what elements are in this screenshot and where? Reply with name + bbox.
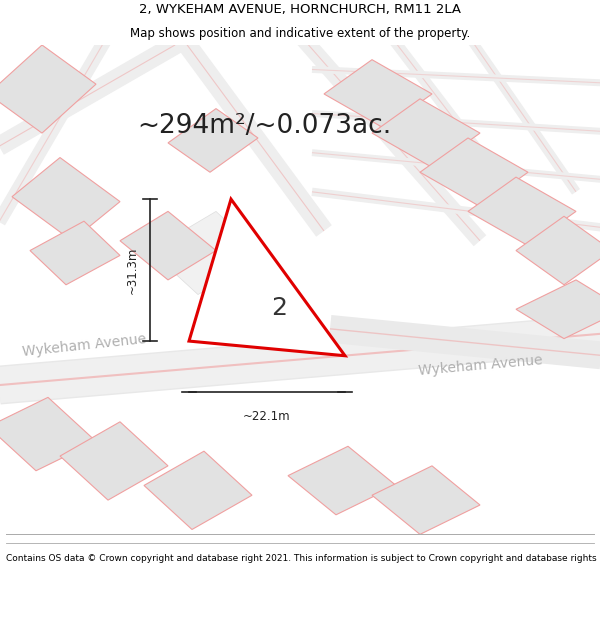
Polygon shape: [60, 422, 168, 500]
Text: ~294m²/~0.073ac.: ~294m²/~0.073ac.: [137, 112, 391, 139]
Polygon shape: [168, 109, 258, 172]
Text: Map shows position and indicative extent of the property.: Map shows position and indicative extent…: [130, 28, 470, 40]
Polygon shape: [0, 398, 96, 471]
Polygon shape: [516, 216, 600, 285]
Polygon shape: [189, 199, 345, 356]
Text: 2, WYKEHAM AVENUE, HORNCHURCH, RM11 2LA: 2, WYKEHAM AVENUE, HORNCHURCH, RM11 2LA: [139, 3, 461, 16]
Polygon shape: [12, 158, 120, 241]
Polygon shape: [372, 466, 480, 534]
Text: Wykeham Avenue: Wykeham Avenue: [418, 353, 542, 378]
Polygon shape: [30, 221, 120, 285]
Polygon shape: [468, 177, 576, 246]
Text: 2: 2: [271, 296, 287, 321]
Polygon shape: [420, 138, 528, 206]
Polygon shape: [324, 59, 432, 128]
Polygon shape: [0, 45, 96, 133]
Text: Contains OS data © Crown copyright and database right 2021. This information is : Contains OS data © Crown copyright and d…: [6, 554, 600, 563]
Polygon shape: [144, 451, 252, 529]
Polygon shape: [150, 211, 264, 294]
Polygon shape: [120, 211, 216, 280]
Text: ~31.3m: ~31.3m: [126, 246, 139, 294]
Text: Wykeham Avenue: Wykeham Avenue: [21, 332, 147, 359]
Polygon shape: [372, 99, 480, 168]
Polygon shape: [288, 446, 396, 515]
Polygon shape: [516, 280, 600, 339]
Text: ~22.1m: ~22.1m: [243, 409, 291, 422]
